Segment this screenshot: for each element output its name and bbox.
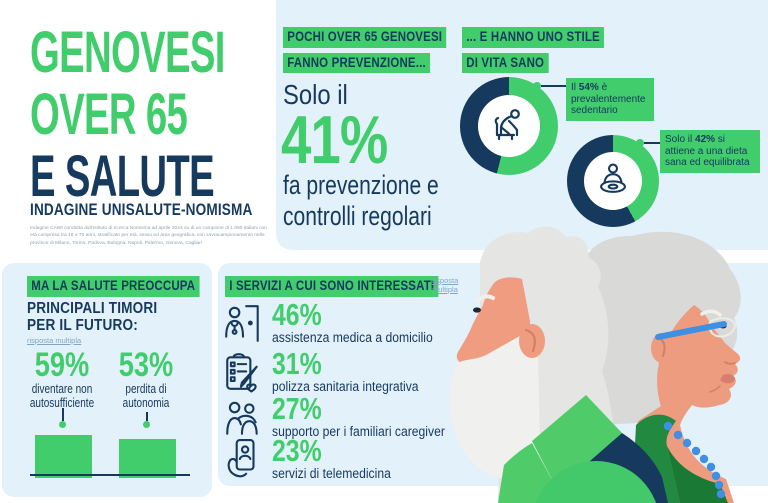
doctor-at-door-icon [224,302,262,349]
prevention-big-stat: 41% [281,102,388,178]
page-title: GENOVESI [30,20,225,85]
lifestyle-kicker-line1: ... E HANNO UNO STILE [462,27,605,48]
services-kicker-wrap: I SERVIZI A CUI SONO INTERESSATI [225,276,439,297]
sedentary-label: Il 54% è prevalentemente sedentario [566,78,654,121]
sedentary-label-post: è prevalentemente sedentario [571,82,646,116]
diet-connector-line [644,142,660,144]
sedentary-donut-chart [460,77,558,175]
page-title-3: E SALUTE [30,144,215,209]
diet-label-post: si attiene a una dieta sana ed equilibra… [665,134,750,168]
prevention-kicker: POCHI OVER 65 GENOVESI FANNO PREVENZIONE… [283,27,447,78]
diet-donut-chart [567,135,659,227]
diet-label: Solo il 42% si attiene a una dieta sana … [660,130,760,173]
fear1-bar [35,434,92,478]
page-title-2: OVER 65 [30,82,188,147]
prevention-lead: Solo il [283,79,348,110]
sedentary-connector-line [541,85,566,87]
health-policy-clipboard-icon [224,351,262,398]
subtitle: INDAGINE UNISALUTE-NOMISMA [30,200,253,219]
fears-kicker: MA LA SALUTE PREOCCUPA [27,276,200,297]
service-pct: 23% [272,433,322,468]
fear-pct: 53% [118,346,174,384]
eating-person-icon [594,160,632,203]
title-block: GENOVESI OVER 65 E SALUTE [30,22,325,208]
prevention-kicker-line2: FANNO PREVENZIONE... [283,52,431,73]
prevention-kicker-line1: POCHI OVER 65 GENOVESI [283,27,447,48]
fear1-connector-line [62,408,64,421]
sedentary-connector-dot [533,82,541,90]
fear1-connector-dot [59,421,66,428]
diet-label-pct: 42% [695,134,716,145]
sedentary-label-pre: Il [571,82,579,93]
fear-item-autonomia: 53% perdita di autonomia [105,348,187,410]
prevention-desc: fa prevenzione e controlli regolari [283,170,483,232]
fear-item-autosufficienza: 59% diventare non autosufficiente [21,348,103,410]
service-pct: 46% [272,297,322,332]
fears-heading-line2: PER IL FUTURO: [27,317,138,334]
methodology-fine-print: Indagine CAWI condotta dall'Istituto di … [30,226,267,246]
service-label: servizi di telemedicina [272,466,391,481]
fear-pct: 59% [34,346,90,384]
fear-label-line1: diventare non [31,382,93,396]
service-pct: 27% [272,391,322,426]
sedentary-label-pct: 54% [578,82,599,93]
services-note: risposta multipla [432,276,459,294]
fear-label-line2: autonomia [122,396,170,410]
fears-heading-line1: PRINCIPALI TIMORI [27,300,158,317]
fear-label-line2: autosufficiente [29,396,95,410]
lifestyle-kicker: ... E HANNO UNO STILE DI VITA SANO [462,27,605,78]
fears-heading: PRINCIPALI TIMORI PER IL FUTURO: [27,300,180,334]
services-kicker: I SERVIZI A CUI SONO INTERESSATI [225,276,439,297]
telemedicine-phone-icon [224,438,262,485]
lifestyle-kicker-line2: DI VITA SANO [462,52,549,73]
diet-label-pre: Solo il [665,134,696,145]
sedentary-person-icon [489,104,529,149]
services-note-line1: risposta [432,276,459,285]
services-note-line2: multipla [432,284,458,294]
service-pct: 31% [272,346,322,381]
service-label: polizza sanitaria integrativa [272,379,419,394]
prevention-desc-line2: controlli regolari [283,201,432,231]
prevention-desc-line1: fa prevenzione e [283,170,439,200]
fears-note: risposta multipla [27,336,82,345]
service-label: assistenza medica a domicilio [272,330,433,345]
service-label: supporto per i familiari caregiver [272,424,445,439]
fear2-connector-line [146,412,148,421]
fears-baseline [30,474,190,476]
diet-connector-dot [636,139,644,147]
caregiver-icon [224,396,262,443]
fear2-bar [119,439,176,478]
fears-kicker-wrap: MA LA SALUTE PREOCCUPA [27,276,200,297]
fear2-connector-dot [143,421,150,428]
fear-label-line1: perdita di [125,382,167,396]
